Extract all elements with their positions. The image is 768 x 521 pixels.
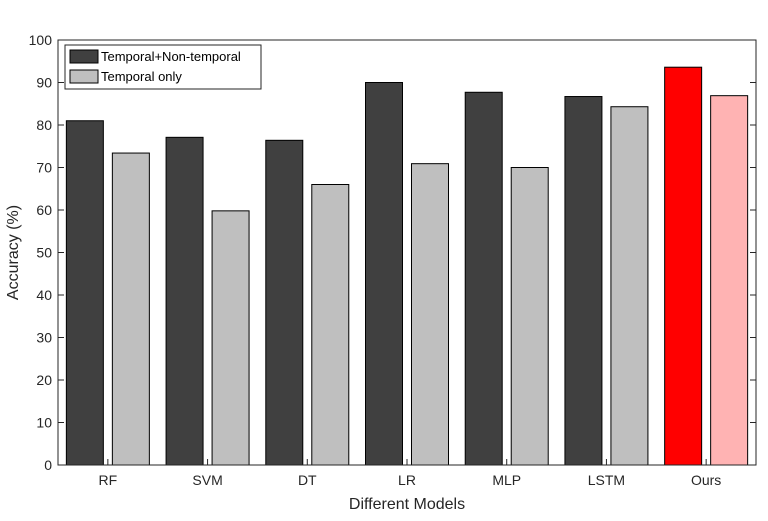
bar-rf-temporal-non-temporal bbox=[65, 120, 104, 466]
legend: Temporal+Non-temporal Temporal only bbox=[64, 44, 262, 90]
y-tick-label-100: 100 bbox=[29, 32, 53, 48]
x-tick-label-dt: DT bbox=[298, 472, 317, 488]
x-tick-label-rf: RF bbox=[99, 472, 118, 488]
y-tick-label-60: 60 bbox=[36, 202, 52, 218]
x-tick-label-svm: SVM bbox=[192, 472, 222, 488]
bar-ours-temporal-non-temporal bbox=[664, 66, 703, 466]
bar-ours-temporal-only bbox=[710, 95, 749, 466]
y-tick-label-40: 40 bbox=[36, 287, 52, 303]
x-axis: RF SVM DT LR MLP LSTM Ours bbox=[99, 459, 721, 488]
y-tick-label-10: 10 bbox=[36, 415, 52, 431]
legend-swatch-temporal-non-temporal bbox=[69, 49, 99, 64]
y-tick-label-80: 80 bbox=[36, 117, 52, 133]
x-tick-label-lstm: LSTM bbox=[588, 472, 625, 488]
y-tick-label-70: 70 bbox=[36, 160, 52, 176]
y-tick-label-30: 30 bbox=[36, 330, 52, 346]
legend-label-temporal-non-temporal: Temporal+Non-temporal bbox=[101, 49, 241, 64]
bar-mlp-temporal-only bbox=[510, 167, 549, 466]
bars-group bbox=[65, 66, 749, 466]
y-tick-label-0: 0 bbox=[44, 457, 52, 473]
bar-lstm-temporal-non-temporal bbox=[564, 96, 603, 466]
bar-svm-temporal-only bbox=[211, 210, 250, 466]
legend-label-temporal-only: Temporal only bbox=[101, 69, 182, 84]
bar-lr-temporal-non-temporal bbox=[365, 82, 403, 466]
plot-frame bbox=[57, 39, 757, 466]
x-axis-label: Different Models bbox=[349, 496, 465, 513]
bar-lstm-temporal-only bbox=[610, 106, 649, 466]
x-tick-label-lr: LR bbox=[398, 472, 416, 488]
y-axis-label: Accuracy (%) bbox=[5, 205, 22, 300]
bar-svm-temporal-non-temporal bbox=[165, 136, 204, 466]
legend-swatch-temporal-only bbox=[69, 69, 99, 84]
bar-dt-temporal-non-temporal bbox=[265, 139, 304, 466]
bar-lr-temporal-only bbox=[411, 163, 449, 466]
x-tick-label-mlp: MLP bbox=[492, 472, 521, 488]
x-tick-label-ours: Ours bbox=[691, 472, 721, 488]
y-tick-label-20: 20 bbox=[36, 372, 52, 388]
bar-mlp-temporal-non-temporal bbox=[464, 91, 503, 466]
bar-dt-temporal-only bbox=[311, 184, 350, 466]
y-axis: 0 10 20 30 40 50 60 70 80 90 100 bbox=[29, 32, 756, 473]
bar-rf-temporal-only bbox=[111, 152, 150, 466]
y-tick-label-90: 90 bbox=[36, 75, 52, 91]
y-tick-label-50: 50 bbox=[36, 245, 52, 261]
